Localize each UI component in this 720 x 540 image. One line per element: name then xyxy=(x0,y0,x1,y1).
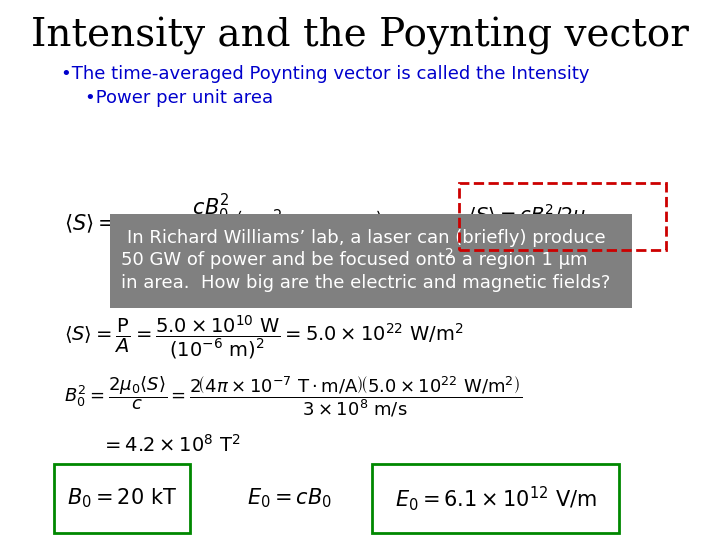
Text: $E_0 = 6.1 \times 10^{12}\ \mathrm{V/m}$: $E_0 = 6.1 \times 10^{12}\ \mathrm{V/m}$ xyxy=(395,484,597,512)
Text: •The time-averaged Poynting vector is called the Intensity: •The time-averaged Poynting vector is ca… xyxy=(60,65,589,83)
Text: $= 4.2 \times 10^8\ \mathrm{T}^2$: $= 4.2 \times 10^8\ \mathrm{T}^2$ xyxy=(101,434,240,456)
Text: $\langle S \rangle = \dfrac{\mathrm{P}}{A} = \dfrac{5.0 \times 10^{10}\ \mathrm{: $\langle S \rangle = \dfrac{\mathrm{P}}{… xyxy=(63,313,463,361)
Text: 50 GW of power and be focused onto a region 1 μm: 50 GW of power and be focused onto a reg… xyxy=(120,251,587,269)
Text: $E_0 = cB_0$: $E_0 = cB_0$ xyxy=(246,487,331,510)
Text: $\langle S \rangle = c\langle u \rangle \ = \dfrac{cB_0^2}{\mu_0}\left\langle \s: $\langle S \rangle = c\langle u \rangle … xyxy=(63,192,385,246)
FancyBboxPatch shape xyxy=(110,214,631,308)
Text: 2: 2 xyxy=(445,247,454,261)
Text: In Richard Williams’ lab, a laser can (briefly) produce: In Richard Williams’ lab, a laser can (b… xyxy=(127,229,606,247)
Text: •Power per unit area: •Power per unit area xyxy=(85,89,274,107)
Text: in area.  How big are the electric and magnetic fields?: in area. How big are the electric and ma… xyxy=(122,274,611,293)
Text: Intensity and the Poynting vector: Intensity and the Poynting vector xyxy=(31,17,689,55)
Text: $B_0^2 = \dfrac{2\mu_0\langle S \rangle}{c} = \dfrac{2\!\left(4\pi \times 10^{-7: $B_0^2 = \dfrac{2\mu_0\langle S \rangle}… xyxy=(63,374,522,418)
Text: $B_0 = 20\ \mathrm{kT}$: $B_0 = 20\ \mathrm{kT}$ xyxy=(67,487,177,510)
Text: $\langle S \rangle = cB_0^2/2\mu_0$: $\langle S \rangle = cB_0^2/2\mu_0$ xyxy=(468,202,595,230)
